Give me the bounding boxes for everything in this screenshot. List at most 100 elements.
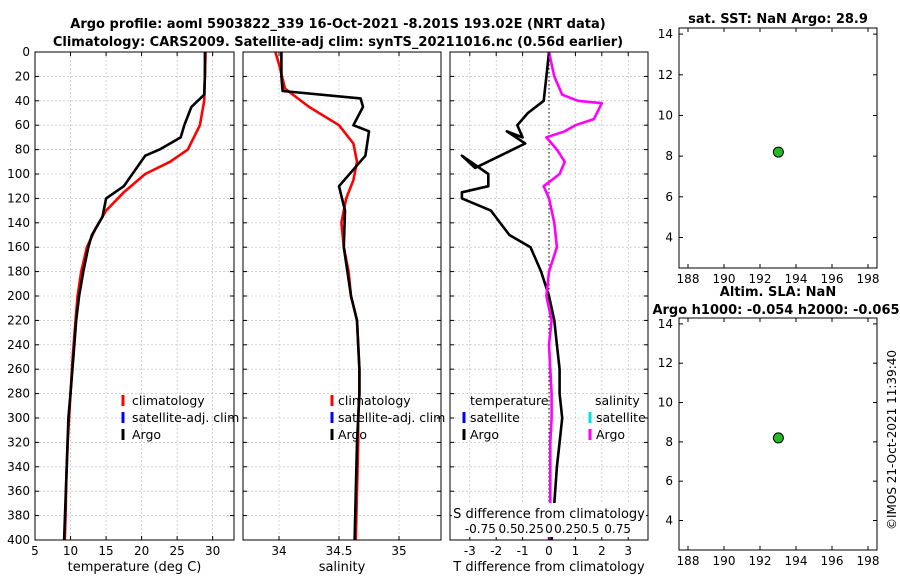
- legend-argo-label: Argo: [338, 427, 367, 442]
- s-difference-label: S difference from climatology: [453, 507, 645, 522]
- legend-s-argo-label: Argo: [596, 427, 625, 442]
- salinity-legend: climatology satellite-adj. clim Argo: [330, 393, 445, 442]
- y-tick-label: 280: [7, 387, 30, 401]
- sst-map-title: sat. SST: NaN Argo: 28.9: [688, 12, 868, 27]
- salinity-panel: 34 34.5 35 salinity climatology satellite-…: [242, 51, 445, 575]
- y-tick-label: 10: [658, 396, 673, 410]
- s-tick-label: 0.5: [580, 522, 599, 536]
- profile-title: Argo profile: aoml 5903822_339 16-Oct-20…: [70, 17, 605, 32]
- x-tick-label: 192: [749, 554, 772, 568]
- series-t-argo: [460, 51, 564, 541]
- x-tick-label: 25: [170, 544, 185, 558]
- y-tick-label: 8: [665, 149, 673, 163]
- x-tick-label: -3: [464, 544, 476, 558]
- x-tick-label: 15: [98, 544, 113, 558]
- s-tick-label: -0.75: [465, 522, 496, 536]
- x-tick-label: 198: [857, 554, 880, 568]
- s-axis-label-bg: [452, 503, 646, 537]
- x-tick-label: 30: [205, 544, 220, 558]
- y-tick-label: 4: [665, 230, 673, 244]
- legend-climatology-label: climatology: [338, 393, 411, 408]
- s-tick-label: 0.25: [517, 522, 544, 536]
- y-tick-label: 10: [658, 108, 673, 122]
- temperature-legend: climatology satellite-adj. clim Argo: [121, 393, 239, 442]
- y-tick-label: 380: [7, 509, 30, 523]
- y-tick-label: 40: [15, 94, 30, 108]
- y-tick-label: 180: [7, 265, 30, 279]
- legend-satellite-label: satellite-adj. clim: [338, 410, 445, 425]
- y-tick-label: 200: [7, 289, 30, 303]
- x-tick-label: 192: [749, 272, 772, 286]
- argo-position-marker: [772, 146, 784, 158]
- temperature-panel: 0 20 40 60 80 100 120 140 160 180 200 220 240 260 280 3…: [7, 45, 239, 575]
- y-tick-label: 14: [658, 317, 673, 331]
- x-tick-label: 194: [785, 272, 808, 286]
- x-tick-label: 188: [677, 554, 700, 568]
- x-tick-label: -2: [490, 544, 502, 558]
- y-tick-label: 100: [7, 167, 30, 181]
- y-tick-label: 20: [15, 69, 30, 83]
- x-tick-label: 196: [821, 554, 844, 568]
- s-difference-ticks: -0.75 0.5 0.25 0 0.25 0.5 0.75: [465, 522, 631, 536]
- y-tick-label: 400: [7, 533, 30, 547]
- difference-panel: -3 -2 -1 0 1 2 3 T difference from climatology…: [449, 51, 649, 575]
- series-argo: [62, 52, 207, 541]
- x-tick-label: 194: [785, 554, 808, 568]
- x-tick-label: 188: [677, 272, 700, 286]
- t-difference-x-label: T difference from climatology: [452, 560, 645, 575]
- temperature-x-label: temperature (deg C): [68, 560, 202, 575]
- x-tick-label: 34: [271, 544, 286, 558]
- salinity-x-label: salinity: [319, 560, 366, 575]
- argo-position-marker: [772, 432, 784, 444]
- legend-t-satellite-label: satellite: [470, 410, 520, 425]
- y-tick-label: 360: [7, 484, 30, 498]
- legend-temperature-title: temperature: [470, 393, 549, 408]
- x-tick-label: 190: [713, 554, 736, 568]
- legend-s-satellite-label: satellite: [596, 410, 646, 425]
- y-tick-label: 260: [7, 362, 30, 376]
- y-tick-label: 140: [7, 216, 30, 230]
- s-tick-label: 0.75: [604, 522, 631, 536]
- series-s-argo: [542, 51, 604, 541]
- y-tick-label: 120: [7, 191, 30, 205]
- x-tick-label: 196: [821, 272, 844, 286]
- series-argo: [280, 52, 371, 541]
- climatology-title: Climatology: CARS2009. Satellite-adj cli…: [53, 35, 623, 50]
- y-tick-label: 80: [15, 143, 30, 157]
- y-tick-label: 0: [22, 45, 30, 59]
- x-tick-label: 5: [31, 544, 39, 558]
- x-tick-label: 3: [624, 544, 632, 558]
- x-tick-label: -1: [517, 544, 529, 558]
- y-tick-label: 320: [7, 435, 30, 449]
- s-tick-label: 0: [545, 522, 553, 536]
- imos-watermark: ©IMOS 21-Oct-2021 11:39:40: [885, 350, 899, 530]
- y-tick-label: 6: [665, 474, 673, 488]
- y-tick-label: 240: [7, 338, 30, 352]
- difference-legend: temperature satellite Argo salinity sate…: [462, 393, 646, 442]
- sla-map-subtitle: Argo h1000: -0.054 h2000: -0.065: [652, 303, 899, 318]
- y-tick-label: 60: [15, 118, 30, 132]
- y-tick-label: 12: [658, 356, 673, 370]
- s-tick-label: 0.25: [554, 522, 581, 536]
- legend-argo-label: Argo: [132, 427, 161, 442]
- legend-satellite-label: satellite-adj. clim: [132, 410, 239, 425]
- x-tick-label: 198: [857, 272, 880, 286]
- x-tick-label: 10: [63, 544, 78, 558]
- y-tick-label: 6: [665, 190, 673, 204]
- y-tick-label: 300: [7, 411, 30, 425]
- y-tick-label: 340: [7, 460, 30, 474]
- x-tick-label: 1: [572, 544, 580, 558]
- x-tick-label: 35: [391, 544, 406, 558]
- s-tick-label: 0.5: [499, 522, 518, 536]
- sst-map-panel: sat. SST: NaN Argo: 28.9 188 190 192 194 196…: [658, 12, 880, 286]
- y-tick-label: 14: [658, 27, 673, 41]
- y-tick-label: 4: [665, 514, 673, 528]
- y-tick-label: 220: [7, 313, 30, 327]
- x-tick-label: 34.5: [326, 544, 353, 558]
- y-tick-label: 160: [7, 240, 30, 254]
- x-tick-label: 2: [598, 544, 606, 558]
- x-tick-label: 20: [134, 544, 149, 558]
- legend-salinity-title: salinity: [595, 393, 640, 408]
- y-tick-label: 8: [665, 435, 673, 449]
- sla-map-panel: Altim. SLA: NaN Argo h1000: -0.054 h2000…: [652, 285, 899, 568]
